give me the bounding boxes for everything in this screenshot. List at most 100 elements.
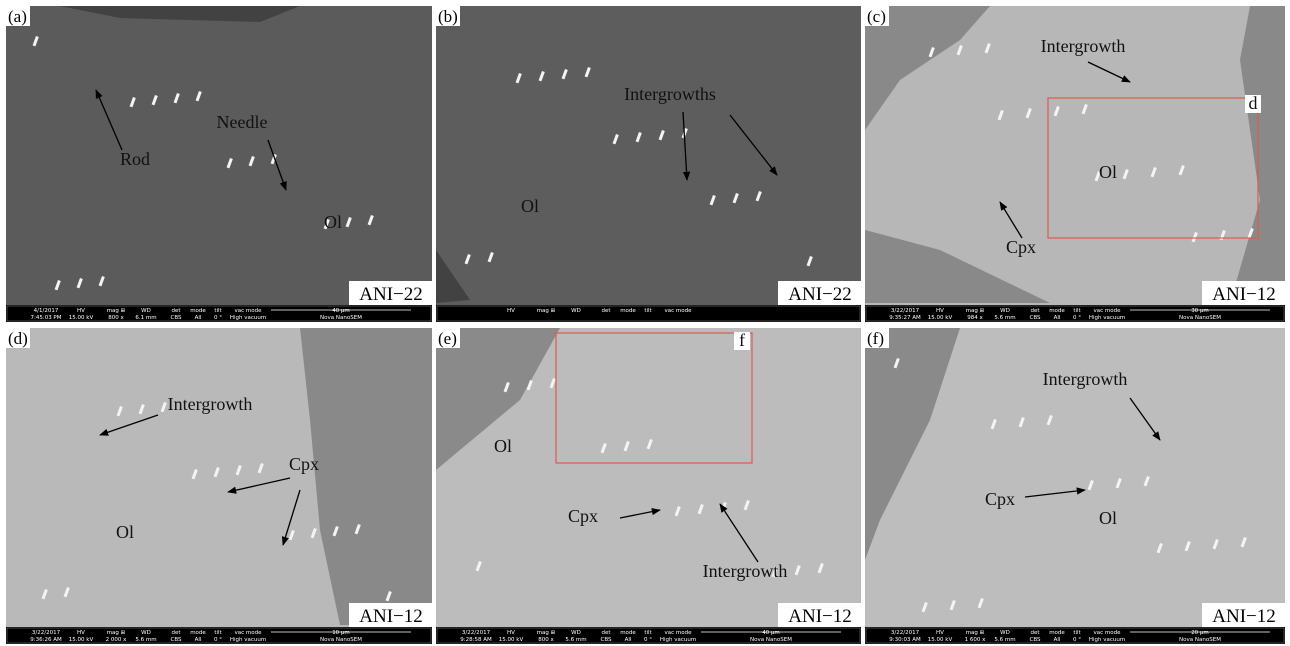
info-value: 5.6 mm	[135, 637, 156, 643]
info-value: 1 600 x	[965, 637, 986, 643]
info-value: All	[1054, 315, 1061, 321]
info-value: 0 °	[214, 315, 222, 321]
info-value: CBS	[1029, 315, 1041, 321]
info-scale: 10 μm	[332, 630, 350, 636]
info-header: mag ⊞	[107, 308, 126, 314]
annotation: Cpx	[1006, 237, 1036, 257]
info-value: 984 x	[967, 315, 983, 321]
sample-label: ANI−12	[788, 606, 852, 627]
info-header: mag ⊞	[966, 308, 985, 314]
info-header: mode	[1049, 630, 1065, 636]
info-header: WD	[571, 630, 581, 636]
info-header: det	[601, 308, 611, 314]
info-header: mag ⊞	[107, 630, 126, 636]
info-value: 5.6 mm	[565, 637, 586, 643]
info-header: mode	[190, 308, 206, 314]
panel-label: (b)	[438, 7, 458, 26]
info-scale: 40 μm	[762, 630, 780, 636]
sample-label: ANI−12	[1212, 284, 1276, 305]
info-header: mode	[620, 630, 636, 636]
annotation: Intergrowth	[168, 394, 253, 414]
info-header: WD	[1000, 308, 1010, 314]
annotation: Intergrowths	[624, 84, 716, 104]
info-header: WD	[571, 308, 581, 314]
annotation: Cpx	[568, 506, 598, 526]
info-header: vac mode	[235, 630, 263, 636]
info-header: tilt	[214, 630, 222, 636]
info-value: High vacuum	[230, 637, 266, 643]
sample-label: ANI−22	[359, 284, 423, 305]
info-value: High vacuum	[660, 637, 696, 643]
info-header: tilt	[644, 630, 652, 636]
info-date: 4/1/2017	[34, 308, 59, 314]
info-header: det	[601, 630, 611, 636]
info-header: HV	[507, 308, 515, 314]
info-value: High vacuum	[1089, 315, 1125, 321]
info-value: 15.00 kV	[69, 637, 94, 643]
info-time: 9:28:58 AM	[460, 637, 492, 643]
info-header: vac mode	[1094, 630, 1122, 636]
info-header: det	[1030, 308, 1040, 314]
info-value: 15.00 kV	[928, 637, 953, 643]
info-header: mag ⊞	[966, 630, 985, 636]
info-header: tilt	[644, 308, 652, 314]
info-value: 2 000 x	[106, 637, 127, 643]
info-value: 0 °	[214, 637, 222, 643]
info-header: WD	[1000, 630, 1010, 636]
sample-label: ANI−12	[1212, 606, 1276, 627]
info-header: det	[171, 630, 181, 636]
info-date: 3/22/2017	[462, 630, 491, 636]
sem-image	[436, 6, 861, 322]
annotation: Intergrowth	[1041, 36, 1126, 56]
info-instrument: Nova NanoSEM	[1179, 637, 1221, 643]
info-header: det	[1030, 630, 1040, 636]
info-header: tilt	[1073, 308, 1081, 314]
info-header: mode	[1049, 308, 1065, 314]
info-header: HV	[936, 308, 944, 314]
info-header: tilt	[214, 308, 222, 314]
info-value: All	[1054, 637, 1061, 643]
annotation: Intergrowth	[703, 561, 788, 581]
annotation: Ol	[494, 436, 512, 456]
info-value: 800 x	[108, 315, 124, 321]
annotation: Ol	[1099, 162, 1117, 182]
panel: HV mag ⊞ WD det mode tilt vac mode 3/22/20179:2…	[436, 328, 861, 644]
annotation: Ol	[116, 522, 134, 542]
info-header: HV	[507, 630, 515, 636]
info-header: vac mode	[235, 308, 263, 314]
annotation: Rod	[120, 149, 150, 169]
info-value: 5.6 mm	[994, 637, 1015, 643]
info-instrument: Nova NanoSEM	[320, 637, 362, 643]
annotation: Needle	[217, 112, 268, 132]
info-value: 0 °	[1073, 315, 1081, 321]
info-value: 6.1 mm	[135, 315, 156, 321]
info-value: 0 °	[644, 637, 652, 643]
info-value: CBS	[600, 637, 612, 643]
info-header: HV	[77, 308, 85, 314]
info-header: mag ⊞	[537, 630, 556, 636]
info-value: All	[195, 315, 202, 321]
info-header: mode	[620, 308, 636, 314]
info-header: tilt	[1073, 630, 1081, 636]
figure: HV mag ⊞ WD det mode tilt vac mode 4/1/20177:45…	[0, 0, 1290, 646]
info-date: 3/22/2017	[32, 630, 61, 636]
info-time: 7:45:03 PM	[30, 315, 61, 321]
panel-label: (c)	[867, 7, 886, 26]
info-value: 800 x	[538, 637, 554, 643]
annotation: Ol	[324, 212, 342, 232]
info-time: 9:36:26 AM	[30, 637, 62, 643]
info-date: 3/22/2017	[891, 308, 920, 314]
annotation: Ol	[521, 196, 539, 216]
info-date: 3/22/2017	[891, 630, 920, 636]
info-header: vac mode	[1094, 308, 1122, 314]
info-scale: 20 μm	[1191, 630, 1209, 636]
info-time: 9:30:03 AM	[889, 637, 921, 643]
info-scale: 40 μm	[332, 308, 350, 314]
info-header: mag ⊞	[537, 308, 556, 314]
annotation: d	[1249, 93, 1258, 113]
info-header: mode	[190, 630, 206, 636]
info-instrument: Nova NanoSEM	[750, 637, 792, 643]
info-value: All	[195, 637, 202, 643]
info-header: vac mode	[665, 630, 693, 636]
info-time: 9:35:27 AM	[889, 315, 921, 321]
